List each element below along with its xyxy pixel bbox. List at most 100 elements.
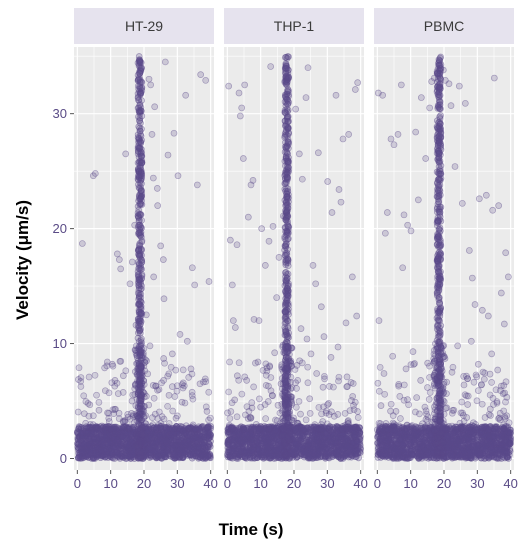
- data-point: [126, 280, 134, 288]
- data-point: [281, 54, 289, 61]
- data-point: [319, 441, 327, 448]
- x-tick-label: 20: [287, 476, 301, 491]
- data-point: [99, 440, 107, 448]
- data-point: [168, 383, 176, 390]
- data-point: [282, 308, 290, 315]
- data-point: [313, 370, 321, 377]
- data-point: [135, 184, 143, 191]
- data-point: [341, 409, 349, 417]
- data-point: [354, 79, 362, 86]
- data-point: [132, 434, 140, 442]
- data-point: [314, 149, 322, 157]
- data-point: [279, 212, 287, 220]
- data-point: [354, 426, 362, 433]
- data-point: [283, 451, 290, 459]
- data-point: [279, 407, 286, 415]
- data-point: [284, 317, 292, 325]
- data-point: [146, 342, 154, 350]
- data-point: [239, 155, 247, 162]
- data-point: [248, 404, 256, 412]
- data-point: [231, 396, 239, 404]
- data-point: [179, 451, 187, 458]
- data-point: [113, 250, 121, 258]
- data-point: [252, 420, 260, 428]
- data-point: [297, 325, 305, 332]
- data-point: [243, 376, 251, 384]
- data-point: [236, 424, 244, 431]
- data-point: [135, 174, 143, 181]
- data-point: [161, 58, 169, 66]
- data-point: [105, 440, 113, 448]
- data-point: [102, 423, 110, 431]
- data-point: [235, 359, 243, 367]
- data-point: [169, 407, 177, 415]
- data-point: [135, 247, 142, 255]
- data-point: [93, 391, 100, 399]
- data-point: [325, 454, 333, 462]
- data-point: [75, 364, 83, 372]
- data-point: [207, 414, 214, 422]
- data-point: [241, 453, 249, 461]
- facet-label: THP-1: [274, 18, 315, 34]
- data-point: [306, 395, 314, 403]
- data-point: [285, 436, 293, 444]
- data-point: [114, 390, 122, 397]
- data-point: [77, 383, 85, 390]
- data-point: [170, 450, 178, 458]
- data-point: [91, 170, 99, 177]
- data-point: [158, 454, 165, 462]
- data-point: [284, 235, 292, 242]
- data-point: [187, 365, 195, 373]
- data-point: [116, 358, 124, 365]
- data-point: [92, 435, 100, 443]
- facet-panel: HT-290 10 20 30 40: [74, 8, 218, 491]
- data-point: [109, 454, 117, 462]
- data-point: [320, 333, 328, 341]
- data-point: [148, 131, 156, 138]
- data-point: [254, 438, 262, 446]
- data-point: [185, 444, 193, 452]
- data-point: [265, 237, 273, 245]
- data-point: [286, 358, 294, 365]
- data-point: [283, 169, 291, 177]
- data-point: [193, 181, 201, 189]
- data-point: [280, 441, 288, 449]
- data-point: [192, 425, 199, 432]
- data-point: [75, 376, 82, 383]
- data-point: [165, 391, 173, 399]
- data-point: [297, 410, 304, 418]
- data-point: [204, 443, 212, 450]
- data-point: [165, 370, 173, 378]
- data-point: [164, 402, 171, 410]
- data-point: [76, 429, 84, 437]
- data-point: [304, 64, 312, 72]
- data-point: [284, 222, 292, 230]
- data-point: [254, 358, 262, 366]
- data-point: [135, 309, 143, 316]
- data-point: [164, 151, 172, 159]
- data-point: [124, 452, 132, 460]
- data-point: [238, 104, 246, 112]
- data-point: [250, 383, 257, 391]
- data-point: [304, 363, 312, 371]
- data-point: [174, 172, 182, 180]
- data-point: [282, 121, 290, 128]
- data-point: [281, 196, 289, 204]
- data-point: [345, 131, 353, 138]
- data-point: [136, 59, 144, 67]
- data-point: [317, 303, 325, 311]
- data-point: [151, 410, 159, 418]
- data-point: [184, 437, 192, 445]
- data-point: [182, 91, 190, 99]
- facet-strip: [74, 8, 214, 44]
- data-point: [198, 432, 205, 440]
- data-point: [138, 159, 146, 167]
- data-point: [135, 148, 142, 155]
- data-point: [95, 398, 103, 406]
- data-point: [124, 413, 132, 421]
- data-point: [233, 413, 241, 421]
- data-point: [173, 425, 181, 433]
- data-point: [185, 374, 193, 381]
- data-point: [228, 447, 235, 455]
- data-point: [354, 414, 362, 421]
